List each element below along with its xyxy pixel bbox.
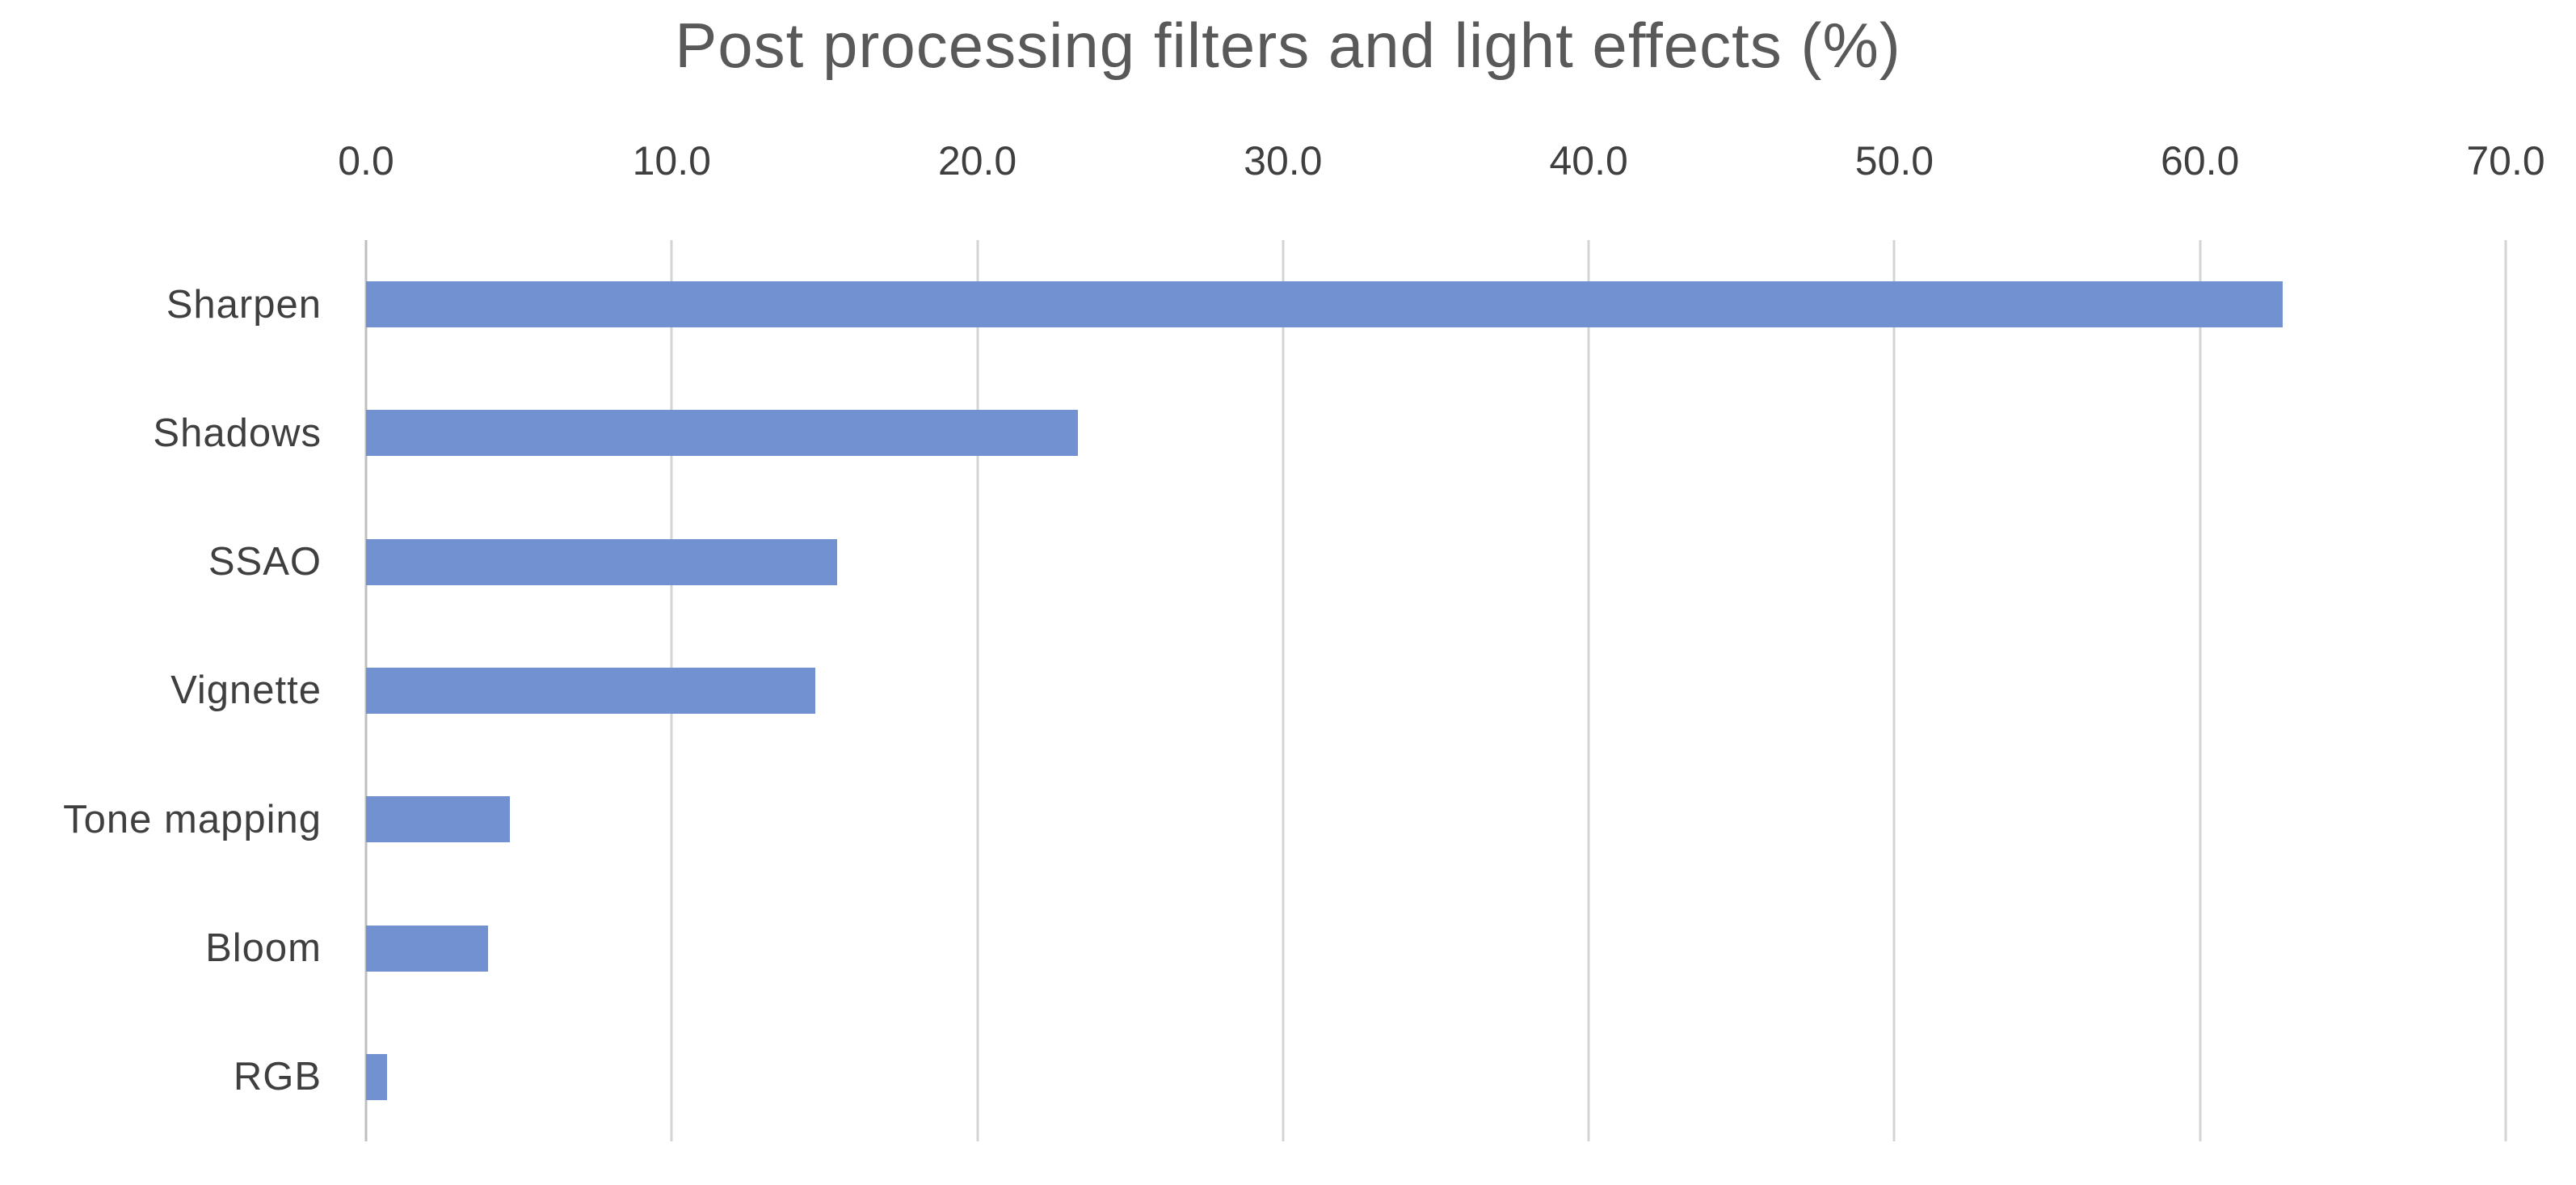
chart-row-rgb	[366, 1013, 2506, 1141]
chart-row-vignette	[366, 626, 2506, 755]
bar-shadows	[366, 410, 1079, 457]
gridline-70	[2504, 240, 2507, 1141]
gridline-50	[1892, 240, 1896, 1141]
x-tick-label-10: 10.0	[632, 138, 711, 183]
chart-title: Post processing filters and light effect…	[675, 10, 1901, 81]
category-label-vignette: Vignette	[170, 668, 322, 713]
x-tick-label-60: 60.0	[2161, 138, 2240, 183]
bar-rgb	[366, 1053, 388, 1100]
bar-sharpen	[366, 281, 2283, 328]
x-tick-label-50: 50.0	[1854, 138, 1934, 183]
bar-vignette	[366, 667, 816, 714]
x-tick-label-20: 20.0	[937, 138, 1017, 183]
category-label-sharpen: Sharpen	[166, 282, 322, 327]
gridline-60	[2199, 240, 2202, 1141]
x-tick-label-70: 70.0	[2466, 138, 2545, 183]
bar-ssao	[366, 538, 837, 585]
chart-row-ssao	[366, 498, 2506, 626]
gridline-20	[976, 240, 979, 1141]
chart-row-sharpen	[366, 240, 2506, 369]
category-label-bloom: Bloom	[205, 926, 322, 971]
category-label-rgb: RGB	[233, 1055, 322, 1099]
x-tick-label-30: 30.0	[1244, 138, 1323, 183]
category-label-ssao: SSAO	[208, 540, 322, 584]
gridline-40	[1587, 240, 1590, 1141]
category-label-tone-mapping: Tone mapping	[63, 797, 322, 841]
x-tick-label-40: 40.0	[1549, 138, 1628, 183]
bar-bloom	[366, 925, 489, 972]
bar-tone-mapping	[366, 796, 510, 843]
gridline-30	[1282, 240, 1285, 1141]
chart-row-shadows	[366, 369, 2506, 497]
plot-area	[364, 240, 2507, 1141]
chart-row-tone-mapping	[366, 755, 2506, 883]
category-label-shadows: Shadows	[153, 411, 322, 455]
x-tick-label-0: 0.0	[338, 138, 394, 183]
chart-row-bloom	[366, 883, 2506, 1012]
